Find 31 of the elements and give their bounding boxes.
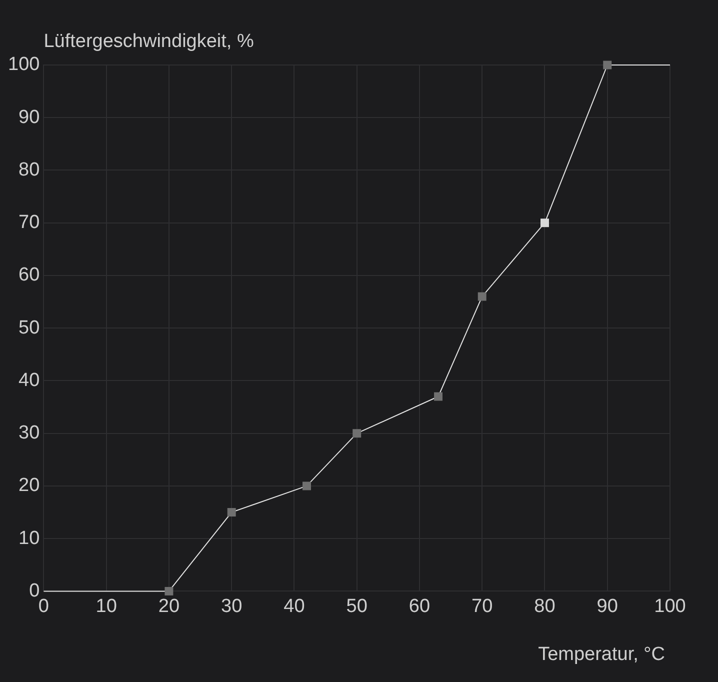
point	[227, 508, 236, 517]
x-tick-label: 100	[654, 596, 686, 617]
point	[164, 586, 174, 596]
y-tick-label: 30	[18, 422, 40, 444]
y-tick-label: 100	[8, 54, 40, 76]
y-tick-label: 10	[18, 528, 40, 549]
y-tick-label: 70	[18, 212, 40, 234]
y-tick-label: 50	[18, 317, 40, 338]
x-tick-label: 80	[534, 596, 556, 617]
y-tick-label: 90	[18, 106, 40, 128]
x-tick-label: 60	[408, 596, 430, 617]
x-tick-label: 90	[596, 596, 618, 617]
x-tick-label: 40	[284, 596, 305, 617]
point	[603, 60, 612, 70]
y-tick-label: 20	[18, 475, 40, 496]
y-tick-label: 80	[18, 159, 40, 180]
point	[434, 392, 443, 401]
x-tick-label: 10	[96, 596, 117, 617]
point	[540, 218, 549, 228]
x-tick-label: 50	[346, 596, 368, 617]
point	[302, 482, 311, 490]
x-axis-title: Temperatur, °C	[538, 644, 665, 665]
point	[478, 292, 486, 301]
point	[352, 429, 362, 438]
y-axis-title: Lüftergeschwindigkeit, %	[44, 31, 254, 52]
x-tick-label: 70	[472, 596, 493, 617]
x-tick-label: 30	[221, 596, 242, 617]
y-tick-label: 60	[18, 264, 40, 286]
x-tick-label: 20	[158, 596, 180, 617]
y-tick-label: 0	[29, 580, 40, 602]
y-tick-label: 40	[18, 370, 40, 391]
